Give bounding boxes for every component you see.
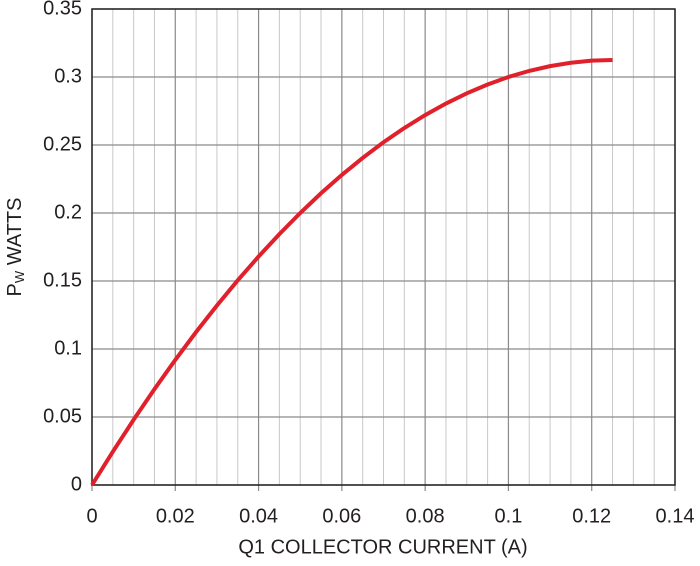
y-tick-label: 0: [71, 473, 82, 495]
y-tick-label: 0.35: [43, 0, 82, 19]
y-tick-label: 0.25: [43, 133, 82, 155]
y-tick-label: 0.2: [54, 201, 82, 223]
y-tick-label: 0.1: [54, 337, 82, 359]
data-line: [90, 58, 613, 487]
x-tick-label: 0.14: [656, 505, 695, 527]
y-label-main: P: [4, 283, 26, 296]
x-tick-label: 0.12: [572, 505, 611, 527]
y-tick-label: 0.15: [43, 269, 82, 291]
x-tick-label: 0.06: [322, 505, 361, 527]
x-tick-label: 0.08: [406, 505, 445, 527]
plot-frame: [91, 8, 676, 486]
y-tick-label: 0.05: [43, 405, 82, 427]
x-tick-label: 0.02: [156, 505, 195, 527]
y-label-sub: W: [12, 270, 27, 283]
x-axis-label: Q1 COLLECTOR CURRENT (A): [238, 536, 527, 558]
x-tick-label: 0.04: [239, 505, 278, 527]
y-label-rest: WATTS: [4, 198, 26, 271]
x-tick-label: 0: [86, 505, 97, 527]
x-tick-label: 0.1: [495, 505, 523, 527]
y-axis-label: PW WATTS: [4, 198, 27, 297]
y-tick-label: 0.3: [54, 65, 82, 87]
